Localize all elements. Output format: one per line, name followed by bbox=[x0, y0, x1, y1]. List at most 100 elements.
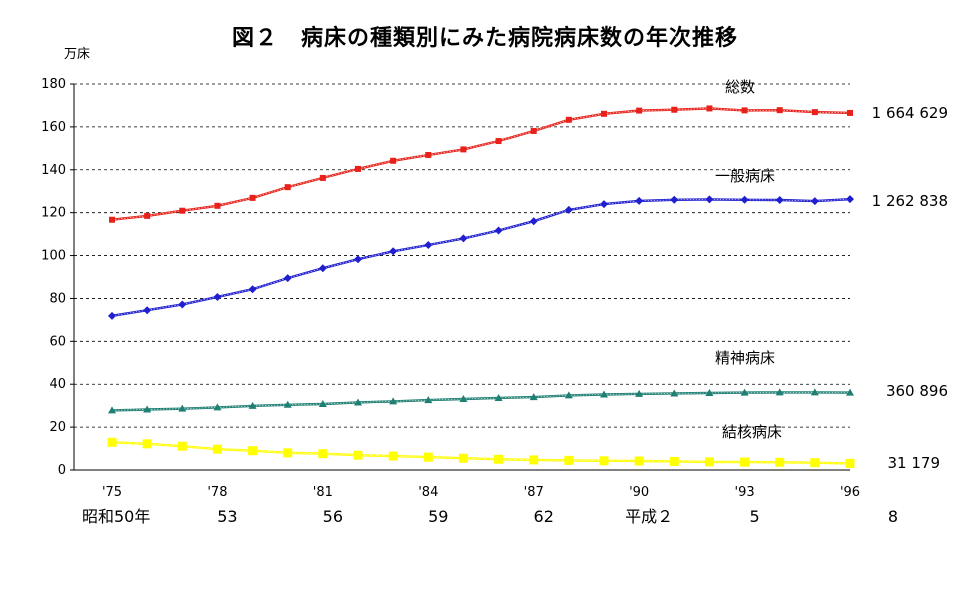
series-end-value: 360 896 bbox=[886, 382, 948, 400]
data-point bbox=[669, 456, 679, 466]
series-2 bbox=[108, 388, 854, 414]
data-point bbox=[425, 151, 432, 158]
data-point bbox=[212, 444, 222, 454]
data-point bbox=[142, 439, 152, 449]
data-point bbox=[845, 458, 855, 468]
era-label: 62 bbox=[534, 507, 554, 526]
labels: 総数 1 664 629 一般病床 1 262 838 精神病床 360 896 結核病床 3… bbox=[715, 78, 948, 472]
data-point bbox=[705, 389, 714, 397]
data-point bbox=[494, 393, 503, 401]
data-point bbox=[354, 255, 362, 264]
data-point bbox=[318, 264, 327, 273]
data-point bbox=[600, 390, 608, 398]
data-point bbox=[740, 195, 749, 204]
y-tick-label: 80 bbox=[49, 291, 66, 306]
data-point bbox=[178, 300, 187, 309]
data-point bbox=[846, 195, 854, 204]
data-point bbox=[284, 184, 291, 191]
data-point bbox=[460, 146, 467, 153]
data-point bbox=[318, 399, 327, 407]
series-name-label: 精神病床 bbox=[715, 349, 775, 367]
data-point bbox=[355, 165, 361, 172]
data-point bbox=[143, 306, 152, 315]
series-3 bbox=[107, 437, 855, 468]
data-point bbox=[107, 437, 117, 447]
data-point bbox=[494, 454, 504, 464]
data-point bbox=[458, 453, 468, 463]
data-point bbox=[283, 400, 292, 408]
data-point bbox=[529, 455, 539, 465]
y-tick-label: 140 bbox=[41, 163, 66, 178]
data-point bbox=[529, 393, 538, 401]
data-point bbox=[775, 457, 785, 467]
series-name-label: 結核病床 bbox=[722, 423, 782, 441]
x-tick-label: '84 bbox=[418, 485, 438, 500]
series-end-value: 31 179 bbox=[888, 454, 941, 472]
y-tick-label: 20 bbox=[49, 420, 66, 435]
data-point bbox=[599, 456, 609, 466]
data-point bbox=[248, 401, 257, 409]
era-label: 8 bbox=[888, 507, 898, 526]
era-label: 56 bbox=[323, 507, 343, 526]
data-point bbox=[108, 406, 116, 414]
data-point bbox=[353, 450, 363, 460]
data-point bbox=[740, 457, 750, 467]
data-point bbox=[776, 107, 783, 114]
series-line bbox=[111, 107, 851, 221]
data-point bbox=[319, 174, 326, 181]
data-point bbox=[530, 127, 537, 134]
data-point bbox=[636, 107, 643, 114]
series-line bbox=[111, 198, 851, 317]
series-name-label: 一般病床 bbox=[715, 167, 775, 185]
era-label: 59 bbox=[428, 507, 448, 526]
series-0 bbox=[109, 105, 853, 223]
data-point bbox=[529, 217, 538, 226]
data-point bbox=[600, 200, 608, 209]
data-point bbox=[213, 292, 222, 301]
data-point bbox=[354, 398, 362, 406]
x-tick-label: '81 bbox=[313, 485, 333, 500]
data-point bbox=[249, 194, 256, 201]
series-line-highlight bbox=[111, 198, 851, 317]
x-tick-label: '78 bbox=[207, 485, 227, 500]
data-point bbox=[601, 110, 607, 117]
data-point bbox=[810, 388, 819, 396]
y-tick-label: 60 bbox=[49, 334, 66, 349]
y-tick-label: 120 bbox=[41, 206, 66, 221]
data-point bbox=[459, 234, 468, 243]
series-name-label: 総数 bbox=[725, 78, 755, 96]
series-line bbox=[111, 391, 851, 412]
data-point bbox=[248, 285, 257, 294]
data-point bbox=[811, 109, 818, 116]
y-tick-label: 160 bbox=[41, 120, 66, 135]
data-point bbox=[565, 116, 572, 123]
data-point bbox=[283, 448, 293, 458]
data-point bbox=[671, 106, 678, 113]
data-point bbox=[635, 389, 644, 397]
data-point bbox=[109, 216, 115, 223]
y-tick-label: 0 bbox=[58, 463, 66, 478]
data-point bbox=[214, 202, 221, 209]
chart-title: 図２ 病床の種類別にみた病院病床数の年次推移 bbox=[231, 26, 738, 51]
axes: 0 20 40 60 80 100 120 140 160 180 '75 '78 '81 '84 '87 '… bbox=[41, 77, 898, 526]
data-point bbox=[388, 451, 398, 461]
data-point bbox=[564, 205, 573, 214]
data-point bbox=[705, 195, 714, 204]
data-point bbox=[390, 157, 397, 164]
y-tick-label: 100 bbox=[41, 249, 66, 264]
data-point bbox=[177, 441, 187, 451]
data-point bbox=[494, 226, 503, 235]
data-point bbox=[424, 241, 433, 250]
data-point bbox=[847, 109, 853, 116]
data-point bbox=[213, 403, 222, 411]
series-end-value: 1 664 629 bbox=[872, 104, 948, 122]
data-point bbox=[741, 107, 748, 114]
x-tick-label: '93 bbox=[735, 485, 755, 500]
data-point bbox=[389, 247, 398, 256]
y-axis-unit-label: 万床 bbox=[64, 47, 90, 62]
data-point bbox=[634, 456, 644, 466]
series-line-highlight bbox=[111, 441, 851, 464]
era-label: 5 bbox=[749, 507, 759, 526]
data-point bbox=[846, 388, 854, 396]
